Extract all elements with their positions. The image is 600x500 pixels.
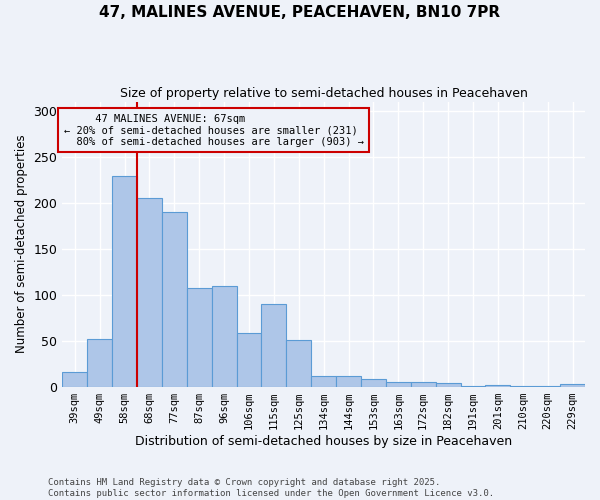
Bar (137, 198, 162, 386)
Bar (62, 372, 87, 386)
Bar (187, 288, 212, 386)
Bar (386, 382, 411, 386)
Bar (162, 212, 187, 386)
Bar (286, 340, 311, 386)
Text: 47 MALINES AVENUE: 67sqm
← 20% of semi-detached houses are smaller (231)
  80% o: 47 MALINES AVENUE: 67sqm ← 20% of semi-d… (64, 114, 364, 147)
Bar (262, 304, 286, 386)
Y-axis label: Number of semi-detached properties: Number of semi-detached properties (15, 135, 28, 354)
Bar (87, 339, 112, 386)
Bar (361, 379, 386, 386)
Bar (336, 376, 361, 386)
Text: 47, MALINES AVENUE, PEACEHAVEN, BN10 7PR: 47, MALINES AVENUE, PEACEHAVEN, BN10 7PR (100, 5, 500, 20)
Bar (436, 383, 461, 386)
Text: Contains HM Land Registry data © Crown copyright and database right 2025.
Contai: Contains HM Land Registry data © Crown c… (48, 478, 494, 498)
Bar (411, 382, 436, 386)
X-axis label: Distribution of semi-detached houses by size in Peacehaven: Distribution of semi-detached houses by … (135, 434, 512, 448)
Bar (112, 176, 137, 386)
Bar (560, 384, 585, 386)
Bar (212, 286, 236, 386)
Bar (236, 334, 262, 386)
Bar (311, 376, 336, 386)
Bar (485, 384, 511, 386)
Title: Size of property relative to semi-detached houses in Peacehaven: Size of property relative to semi-detach… (120, 88, 527, 101)
